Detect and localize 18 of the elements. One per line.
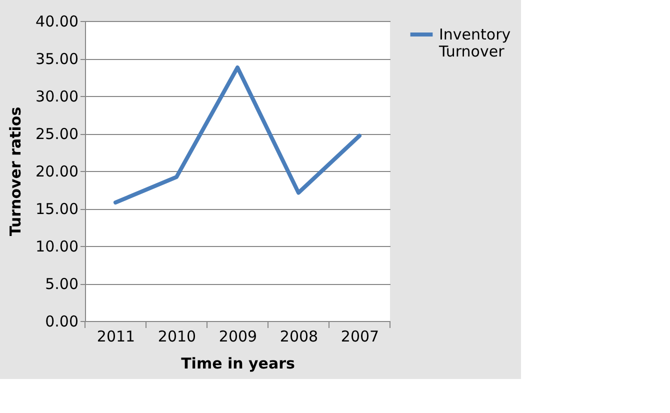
y-tick-label: 15.00 — [36, 200, 78, 218]
y-tick-label: 20.00 — [36, 162, 78, 180]
y-tick-label: 10.00 — [36, 238, 78, 256]
y-tick-label: 5.00 — [45, 275, 78, 293]
x-tick-label: 2011 — [96, 328, 136, 346]
y-tick-label: 25.00 — [36, 125, 78, 143]
y-axis-title: Turnover ratios — [6, 106, 25, 236]
x-axis-title: Time in years — [181, 354, 295, 372]
y-tick-label: 0.00 — [45, 312, 78, 330]
y-tick-label: 30.00 — [36, 88, 78, 106]
x-tick-label: 2010 — [158, 328, 196, 346]
legend-label: Inventory Turnover — [438, 26, 511, 60]
y-tick-label: 40.00 — [36, 12, 78, 30]
x-tick-label: 2007 — [340, 328, 380, 346]
line-series — [114, 66, 362, 204]
x-tick-label: 2009 — [218, 328, 258, 346]
x-tick-label: 2008 — [280, 328, 318, 346]
y-tick-label: 35.00 — [36, 50, 78, 68]
